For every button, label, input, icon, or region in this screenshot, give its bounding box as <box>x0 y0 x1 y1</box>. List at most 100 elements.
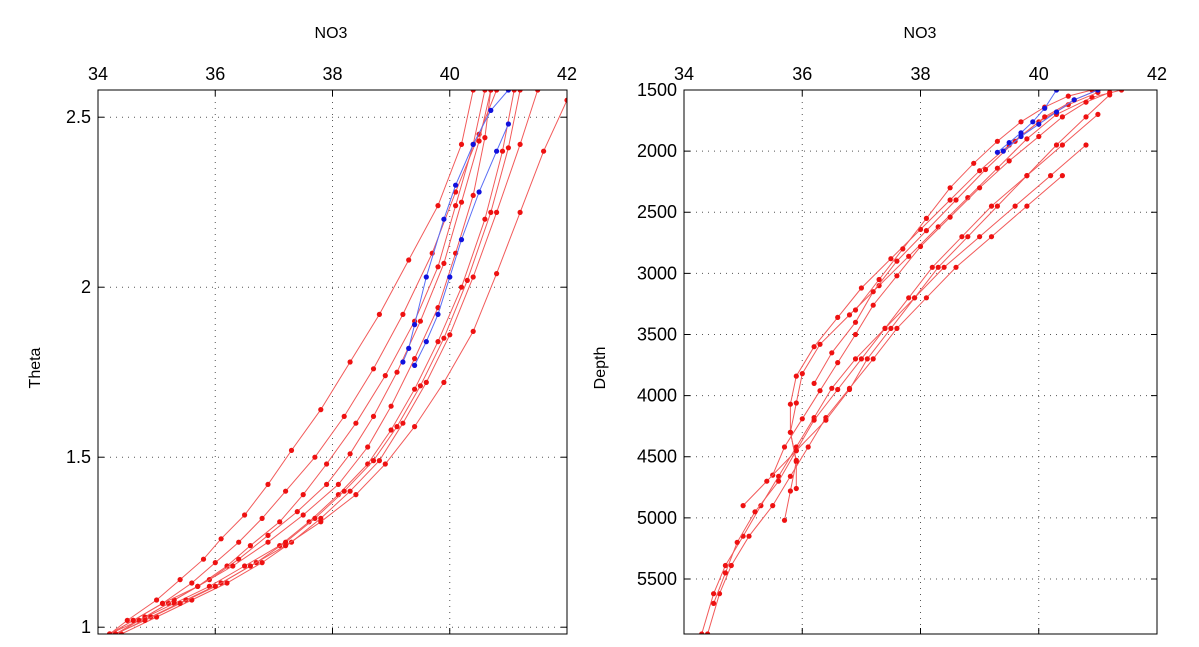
chart-depth-series-5-point <box>894 273 900 279</box>
chart-theta-series-6-point <box>259 560 265 566</box>
chart-depth-series-2-point <box>959 234 965 240</box>
chart-depth-series-7-point <box>870 289 876 295</box>
chart-theta-series-3-point <box>370 413 377 419</box>
chart-depth-series-7-point <box>894 258 900 264</box>
chart-theta-series-7-point <box>541 148 547 154</box>
chart-theta-series-2-point <box>212 560 218 566</box>
chart-depth-series-9-point <box>1018 130 1024 136</box>
chart-theta-series-0-point <box>242 512 248 518</box>
chart-depth-series-0-point <box>894 325 900 331</box>
chart-theta-series-0-point <box>318 407 324 413</box>
chart-depth-series-6-point <box>764 478 770 484</box>
chart-depth-series-2-point <box>711 600 717 607</box>
chart-depth-title: NO3 <box>904 25 937 42</box>
chart-depth-series-1-point <box>711 591 717 597</box>
chart-depth-series-5-point <box>1006 158 1012 164</box>
chart-theta-plot: 34 36 38 40 42 1 1.5 2 2.5 <box>66 64 577 637</box>
chart-depth-series-10-point <box>1036 121 1042 127</box>
chart-depth-series-line-2 <box>713 114 1099 604</box>
chart-depth-series-8-point <box>1018 119 1024 125</box>
chart-theta-series-7-point <box>441 379 447 385</box>
chart-depth-series-2-point <box>929 264 935 270</box>
chart-theta-series-4-point <box>435 339 441 345</box>
chart-theta-ytick-label: 1.5 <box>66 447 91 467</box>
chart-depth-series-2-point <box>722 570 729 576</box>
chart-depth-series-9-point <box>994 149 1001 155</box>
chart-depth-series-3-point <box>846 312 853 318</box>
chart-theta-series-6-point <box>224 580 230 586</box>
chart-depth-ytick-label: 4000 <box>637 386 677 406</box>
chart-theta-series-6-point <box>517 141 523 147</box>
chart-depth-series-4-point <box>977 168 983 174</box>
chart-depth-series-4-point <box>793 373 799 379</box>
chart-depth-series-1-point <box>776 473 782 479</box>
chart-depth-series-6-point <box>846 386 853 393</box>
chart-depth-series-6-point <box>793 448 799 454</box>
chart-theta-series-3-point <box>324 481 330 487</box>
chart-theta-series-5-point <box>370 458 377 464</box>
chart-theta-series-9-point <box>406 345 412 351</box>
chart-depth-series-2-point <box>1095 111 1101 117</box>
chart-theta-series-7-point <box>318 519 324 525</box>
chart-depth-series-1-point <box>977 234 983 240</box>
chart-depth-ytick-label: 1500 <box>637 80 677 100</box>
chart-depth-series-3-point <box>1118 90 1125 93</box>
chart-depth-series-7-point <box>852 319 859 325</box>
chart-depth-series-6-point <box>1024 173 1030 179</box>
chart-depth-panel: NO3 34 36 38 40 42 1500 2000 2500 3000 3500 4000 45… <box>592 25 1167 635</box>
chart-depth-series-4-point <box>947 197 953 203</box>
chart-theta-series-3-point <box>441 260 447 266</box>
chart-theta-series-7-point <box>212 583 218 590</box>
chart-theta-series-9-point <box>488 107 494 113</box>
chart-theta-series-7-point <box>494 271 500 277</box>
chart-theta-series-8-point <box>335 481 341 487</box>
chart-theta-series-1-point <box>247 543 253 549</box>
chart-theta-series-6-point <box>494 209 500 215</box>
chart-depth-series-7-point <box>1042 114 1048 120</box>
chart-theta-series-6-point <box>535 90 541 93</box>
chart-theta-series-line-10 <box>414 123 509 366</box>
chart-theta-series-1-point <box>453 203 459 209</box>
chart-depth-series-5-point <box>1083 99 1089 105</box>
chart-depth-series-3-point <box>787 488 794 494</box>
chart-theta-series-7-point <box>564 97 567 103</box>
chart-depth-series-5-point <box>947 214 953 220</box>
chart-theta-series-0-point <box>458 141 465 147</box>
chart-theta-series-10-point <box>476 189 482 195</box>
chart-theta-ytick-label: 2.5 <box>66 107 91 127</box>
chart-depth-series-10-point <box>1018 133 1024 140</box>
chart-theta-series-0-point <box>154 597 160 603</box>
chart-depth-ytick-label: 5500 <box>637 569 677 589</box>
chart-theta-xtick-label: 34 <box>88 64 108 84</box>
chart-depth-series-5-point <box>781 444 788 450</box>
chart-theta-series-3-point <box>265 532 271 539</box>
chart-theta-series-0-point <box>124 617 130 624</box>
chart-theta-ytick-label: 1 <box>81 617 91 637</box>
chart-depth-series-8-point <box>971 160 977 166</box>
chart-theta-series-8-point <box>107 631 113 634</box>
chart-theta-series-1-point <box>435 264 441 270</box>
chart-depth-series-7-point <box>982 166 989 173</box>
chart-theta-series-10-point <box>447 274 453 280</box>
chart-theta-series-line-3 <box>115 90 492 634</box>
chart-depth-series-5-point <box>835 360 841 366</box>
chart-depth-series-9-point <box>1042 105 1048 111</box>
chart-theta-series-8-point <box>265 539 271 545</box>
chart-depth-series-1-point <box>829 385 835 391</box>
chart-theta-series-8-point <box>230 563 236 569</box>
chart-depth-xtick-label: 34 <box>674 64 694 84</box>
chart-theta-series-5-point <box>517 90 523 93</box>
chart-depth-series-4-point <box>888 256 894 262</box>
chart-depth-series-group <box>699 90 1125 634</box>
chart-depth-series-5-point <box>977 185 983 191</box>
chart-depth-series-0-point <box>1024 203 1030 209</box>
chart-theta-series-6-point <box>447 332 453 338</box>
chart-depth-series-9-point <box>1053 90 1060 93</box>
chart-depth-series-3-point <box>1024 136 1030 142</box>
chart-theta-series-1-point <box>300 492 306 498</box>
chart-theta-series-8-point <box>388 403 394 409</box>
chart-theta-series-9-point <box>441 216 447 222</box>
chart-depth-series-line-7 <box>813 90 1099 384</box>
chart-theta-series-3-point <box>458 199 465 205</box>
chart-depth-series-line-8 <box>855 90 1093 311</box>
